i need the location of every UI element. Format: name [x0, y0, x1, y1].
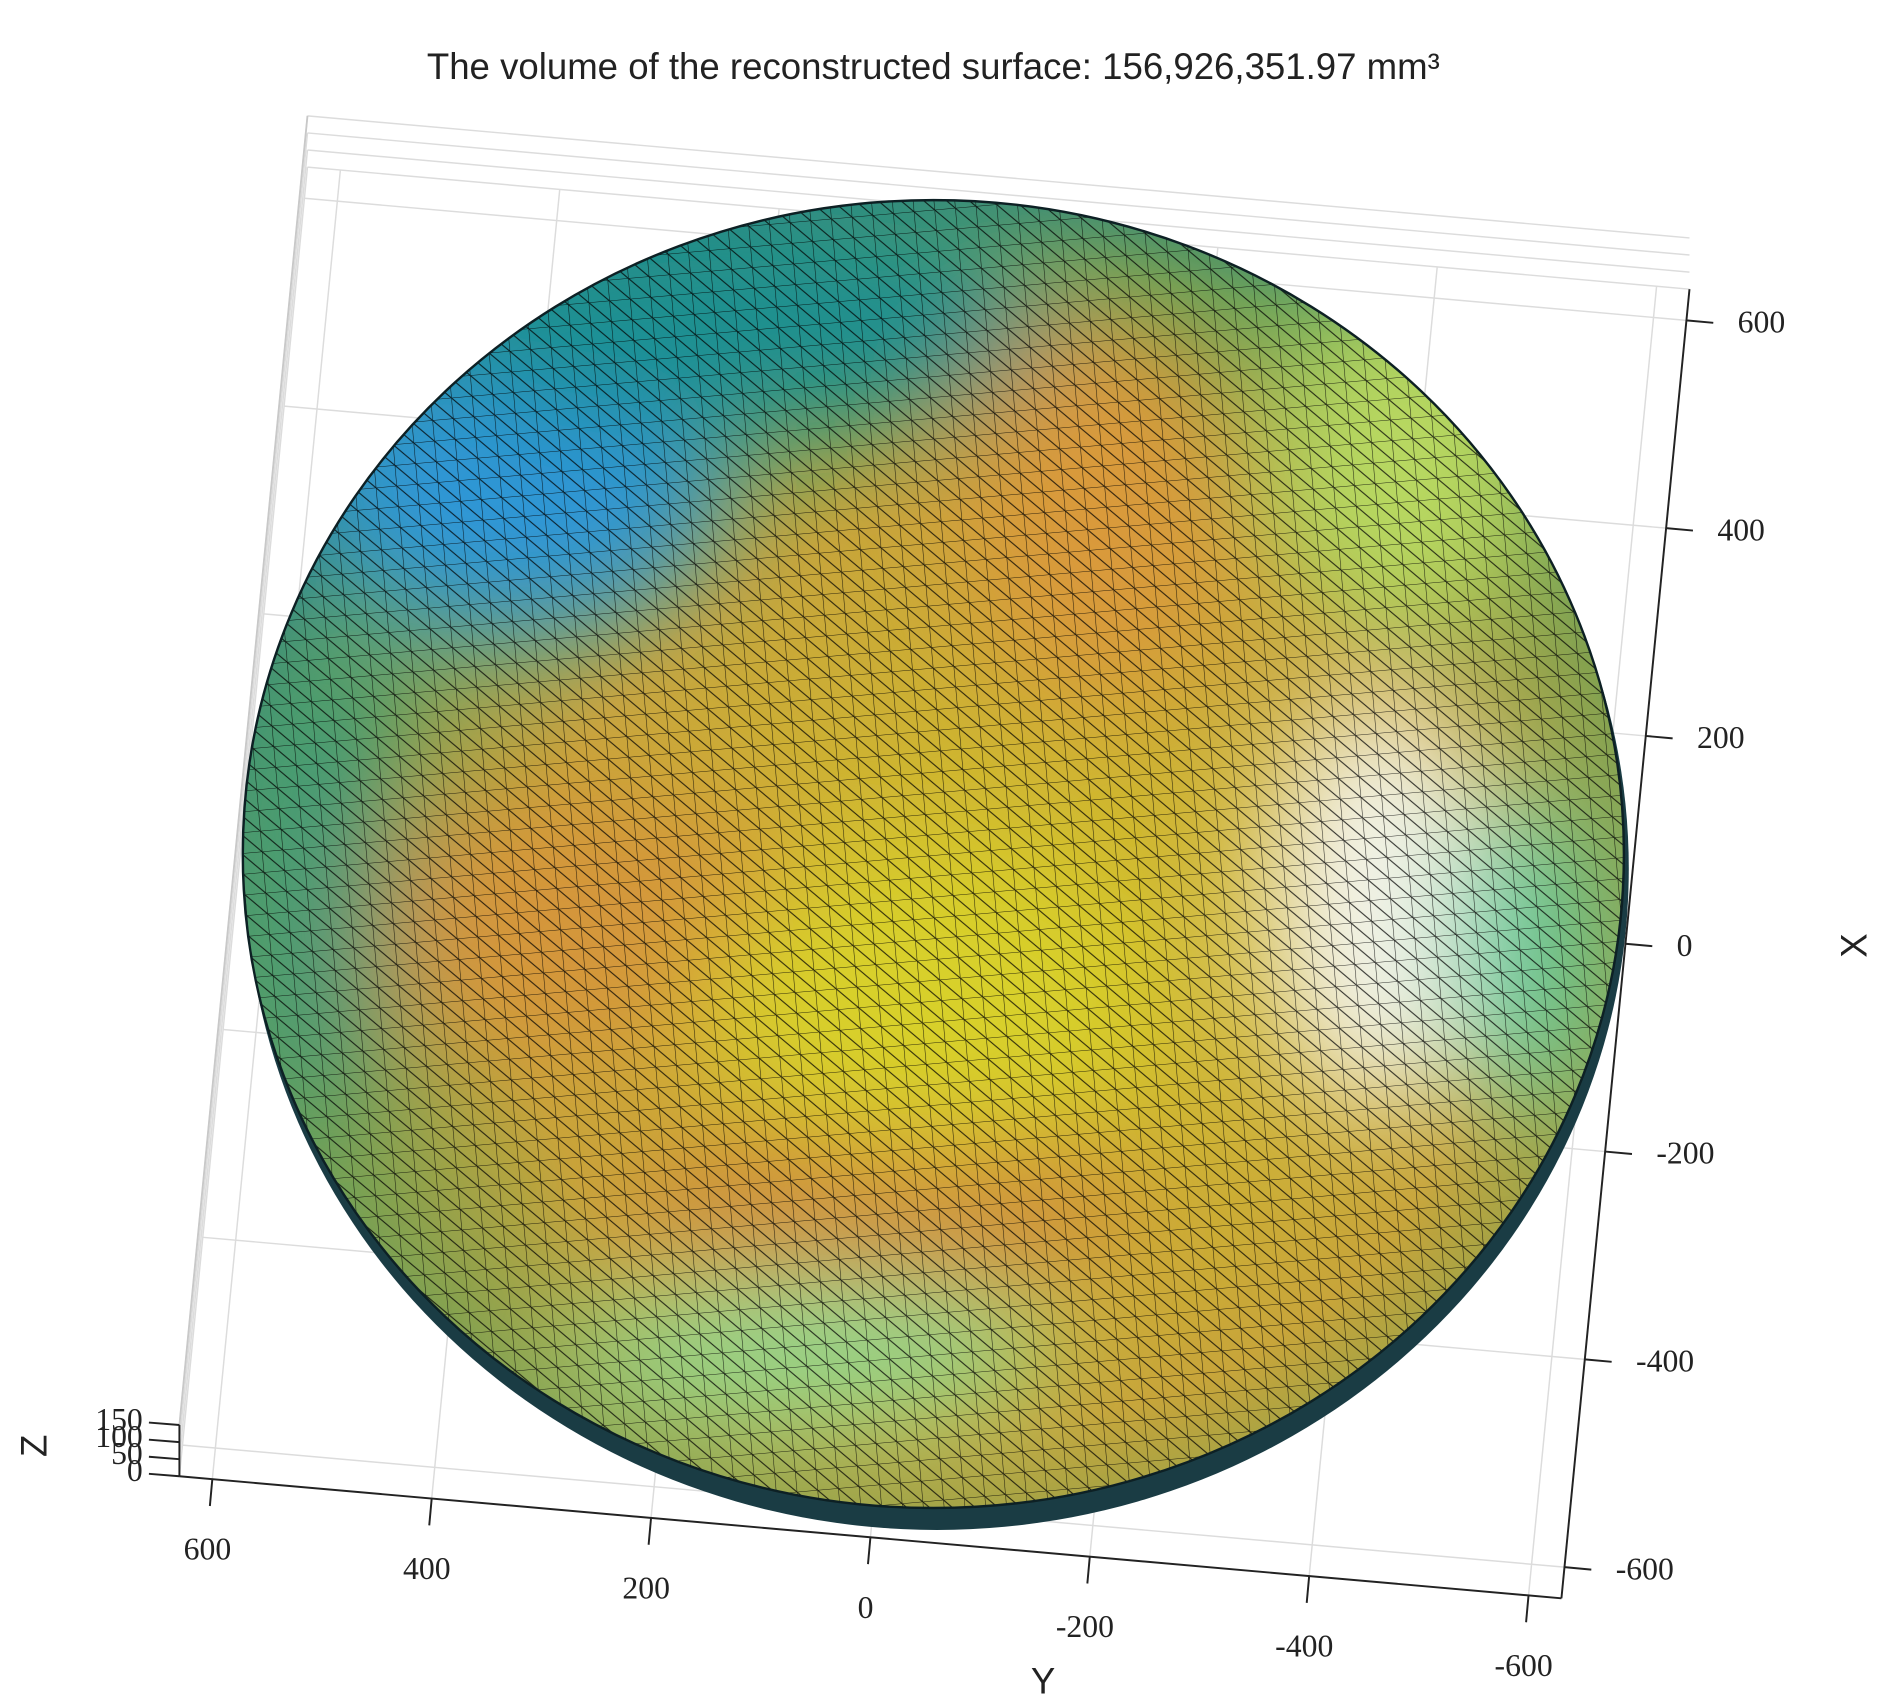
y-tick-label: -400: [1275, 1629, 1333, 1664]
grid-line: [178, 132, 309, 1443]
surface: [241, 198, 1629, 1530]
x-tick-label: 200: [1697, 720, 1745, 755]
x-tick-label: 0: [1677, 928, 1693, 963]
chart-title: The volume of the reconstructed surface:…: [427, 46, 1440, 87]
grid-line: [307, 115, 1690, 239]
x-tick-label: -600: [1616, 1551, 1674, 1586]
y-tick: [867, 1537, 872, 1565]
z-tick-label: 150: [95, 1402, 143, 1437]
y-tick: [1305, 1575, 1311, 1603]
x-tick: [1686, 319, 1714, 324]
x-tick-label: -400: [1636, 1344, 1694, 1379]
z-tick-label: 0: [127, 1453, 143, 1488]
axes: -600 -400 -200 0 200 400 600 -600 -400 -200 0 200 40…: [95, 289, 1785, 1683]
z-tick-label: 100: [95, 1419, 143, 1454]
z-tick: [148, 1438, 180, 1444]
y-axis-label: Y: [1031, 1660, 1055, 1701]
x-tick-label: 600: [1738, 305, 1786, 340]
x-tick: [1625, 942, 1653, 948]
y-tick-label: -600: [1495, 1648, 1553, 1683]
y-tick-label: 400: [403, 1551, 451, 1586]
x-axis-label: X: [1834, 933, 1875, 957]
y-tick: [208, 1479, 214, 1507]
wall-edge: [178, 115, 309, 1426]
z-axis-label: Z: [13, 1435, 54, 1457]
x-tick: [1666, 527, 1694, 532]
z-tick: [148, 1455, 180, 1461]
y-tick-label: 200: [622, 1570, 670, 1605]
z-tick-label: 50: [111, 1436, 143, 1471]
x-tick: [1564, 1566, 1592, 1571]
x-tick: [1605, 1150, 1633, 1155]
grid-line: [307, 132, 1690, 256]
y-tick-label: -200: [1056, 1609, 1114, 1644]
x-tick-label: 400: [1717, 512, 1765, 547]
z-tick: [148, 1421, 180, 1426]
y-tick: [647, 1517, 653, 1545]
y-tick: [428, 1498, 433, 1526]
x-tick: [1645, 734, 1673, 740]
y-tick: [1525, 1595, 1530, 1623]
x-tick: [1584, 1358, 1612, 1363]
x-tick-label: -200: [1656, 1136, 1714, 1171]
z-tick: [148, 1472, 180, 1478]
y-tick-label: 600: [184, 1532, 232, 1567]
y-axis-line: [179, 1475, 1562, 1600]
grid-line: [178, 149, 309, 1460]
y-tick: [1086, 1556, 1091, 1584]
y-tick-label: 0: [858, 1590, 874, 1625]
